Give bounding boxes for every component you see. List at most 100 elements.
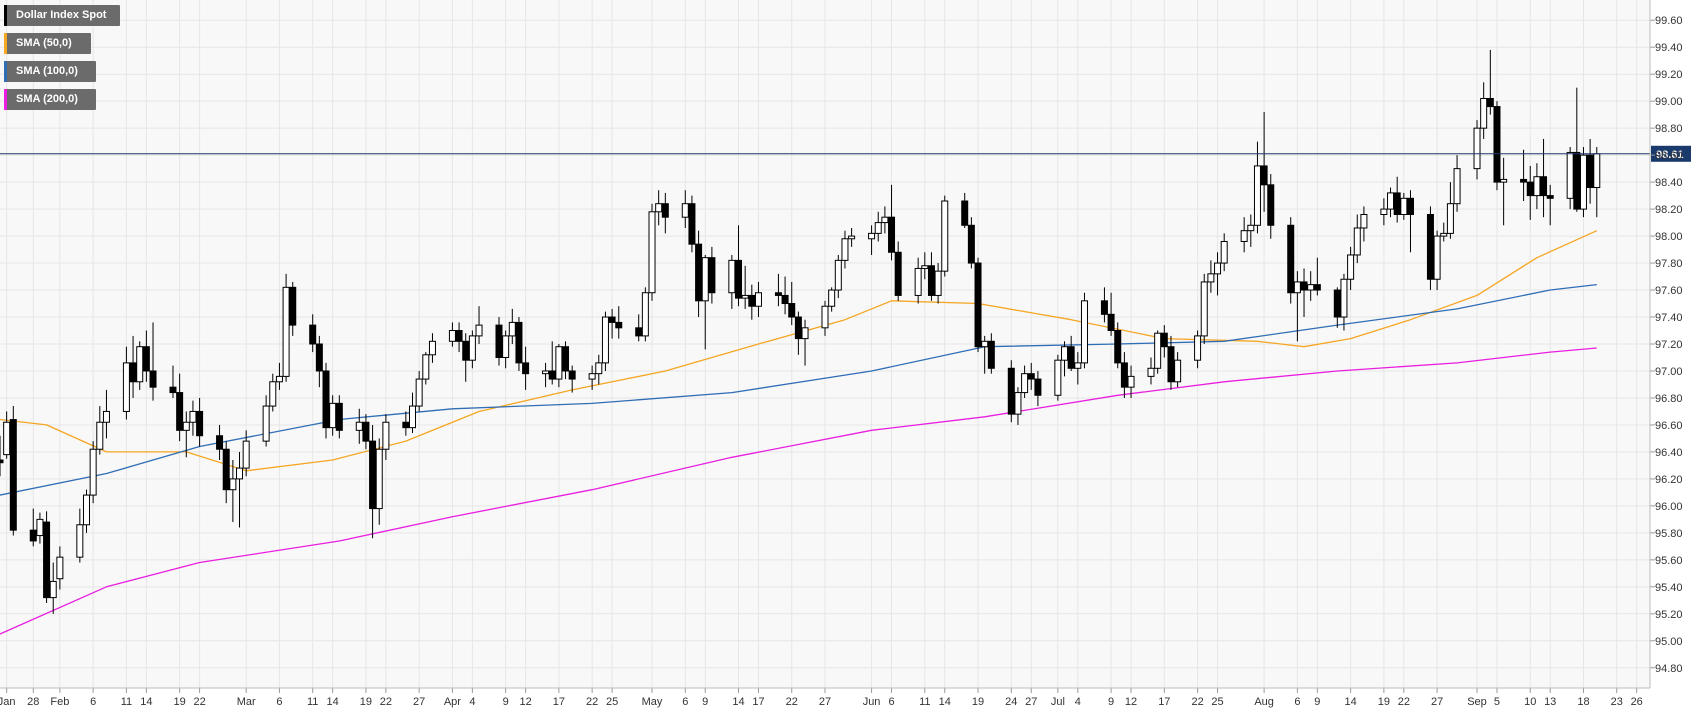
candle-body-up bbox=[934, 270, 942, 296]
candle bbox=[102, 389, 110, 439]
date-tick-label: 22 bbox=[380, 696, 392, 708]
candle bbox=[1120, 352, 1128, 398]
candle bbox=[1200, 273, 1208, 344]
candle bbox=[475, 306, 483, 344]
candle-body-down bbox=[149, 370, 157, 388]
candle-body-up bbox=[648, 211, 656, 294]
legend-swatch-sma-50 bbox=[4, 33, 7, 54]
date-tick-label: 19 bbox=[972, 696, 984, 708]
candle-body-up bbox=[136, 346, 144, 383]
candle bbox=[176, 373, 184, 442]
candle bbox=[1240, 217, 1248, 253]
candle bbox=[56, 546, 64, 590]
candle-body-down bbox=[548, 370, 556, 380]
candle-body-down bbox=[1486, 97, 1494, 108]
candle bbox=[1253, 141, 1261, 234]
candle-body-up bbox=[1340, 278, 1348, 318]
candle-body-down bbox=[1540, 176, 1548, 197]
candle bbox=[375, 438, 383, 525]
candle-body-up bbox=[422, 354, 430, 380]
price-tick-label: 98.00 bbox=[1655, 231, 1683, 243]
candle-body-up bbox=[182, 421, 190, 431]
candle bbox=[129, 335, 137, 398]
date-tick-label: 22 bbox=[786, 696, 798, 708]
legend-item-sma-200[interactable]: SMA (200,0) bbox=[4, 89, 96, 110]
date-tick-label: Jun bbox=[863, 696, 881, 708]
candle bbox=[1500, 157, 1508, 226]
candle-body-up bbox=[189, 410, 197, 423]
candle bbox=[29, 508, 37, 547]
candle-body-down bbox=[1520, 178, 1528, 183]
candle-body-down bbox=[455, 330, 463, 342]
candle bbox=[455, 322, 463, 353]
price-tick-label: 99.20 bbox=[1655, 69, 1683, 81]
candle-body-down bbox=[974, 262, 982, 348]
date-tick-label: 24 bbox=[1005, 696, 1017, 708]
candle bbox=[409, 392, 416, 434]
candle bbox=[1533, 163, 1541, 210]
candle-body-down bbox=[1493, 106, 1501, 183]
candle-body-down bbox=[635, 327, 643, 337]
candle bbox=[608, 308, 616, 339]
date-tick-label: Aug bbox=[1254, 696, 1274, 708]
candle-body-up bbox=[641, 292, 649, 337]
legend-item-dollar-index[interactable]: Dollar Index Spot bbox=[4, 5, 120, 26]
candle bbox=[282, 273, 290, 382]
candle-body-down bbox=[1107, 313, 1115, 332]
candle-body-up bbox=[1453, 168, 1461, 205]
candle-body-up bbox=[89, 448, 97, 496]
candle-body-up bbox=[1579, 154, 1587, 210]
candle-body-up bbox=[82, 494, 90, 526]
candle-body-up bbox=[1387, 192, 1395, 210]
candle bbox=[735, 225, 743, 307]
candle-body-down bbox=[335, 402, 343, 431]
date-tick-label: Mar bbox=[237, 696, 256, 708]
candle bbox=[635, 314, 643, 342]
candle bbox=[888, 184, 896, 261]
legend-item-sma-100[interactable]: SMA (100,0) bbox=[4, 61, 96, 82]
candle-body-down bbox=[987, 340, 995, 369]
candle bbox=[1360, 206, 1368, 242]
candle bbox=[1247, 214, 1255, 247]
candle bbox=[1546, 184, 1554, 226]
candle-body-up bbox=[448, 330, 456, 342]
candle bbox=[914, 257, 922, 304]
candle-body-up bbox=[1433, 235, 1441, 280]
date-tick-label: 19 bbox=[360, 696, 372, 708]
candle bbox=[0, 435, 4, 477]
candle-body-down bbox=[1067, 346, 1075, 369]
candle-body-down bbox=[894, 251, 902, 296]
candle-body-up bbox=[1080, 300, 1088, 364]
candle-body-up bbox=[821, 305, 829, 329]
candle-body-up bbox=[56, 556, 64, 580]
candle-body-up bbox=[1480, 97, 1488, 129]
price-tick-label: 96.80 bbox=[1655, 393, 1683, 405]
date-tick-label: 14 bbox=[732, 696, 744, 708]
candle bbox=[36, 512, 44, 544]
candle-body-up bbox=[1440, 232, 1448, 237]
price-tick-label: 97.20 bbox=[1655, 339, 1683, 351]
candle bbox=[987, 333, 995, 374]
candle-body-up bbox=[242, 440, 250, 469]
price-tick-label: 99.40 bbox=[1655, 42, 1683, 54]
candle bbox=[1347, 246, 1355, 291]
candle-body-down bbox=[1393, 192, 1401, 215]
candle bbox=[1107, 292, 1115, 336]
candle bbox=[868, 225, 876, 255]
candle bbox=[189, 400, 197, 436]
candle bbox=[708, 246, 716, 304]
candle bbox=[1267, 174, 1275, 239]
candle bbox=[1493, 101, 1501, 191]
date-tick-label: Jan bbox=[0, 696, 16, 708]
candle bbox=[1127, 365, 1135, 398]
legend-item-sma-50[interactable]: SMA (50,0) bbox=[4, 33, 91, 54]
date-tick-label: 25 bbox=[1211, 696, 1223, 708]
date-axis: Jan 28 Feb 6 11 14 19 22 Mar 6 11 14 19 22 27 Apr 4 9 12 17… bbox=[0, 687, 1650, 708]
candle-body-up bbox=[375, 448, 383, 510]
candle bbox=[242, 430, 250, 477]
candle bbox=[834, 254, 842, 299]
candle-body-up bbox=[1353, 227, 1361, 256]
candle-body-up bbox=[1127, 375, 1135, 388]
candle-body-down bbox=[495, 324, 503, 358]
